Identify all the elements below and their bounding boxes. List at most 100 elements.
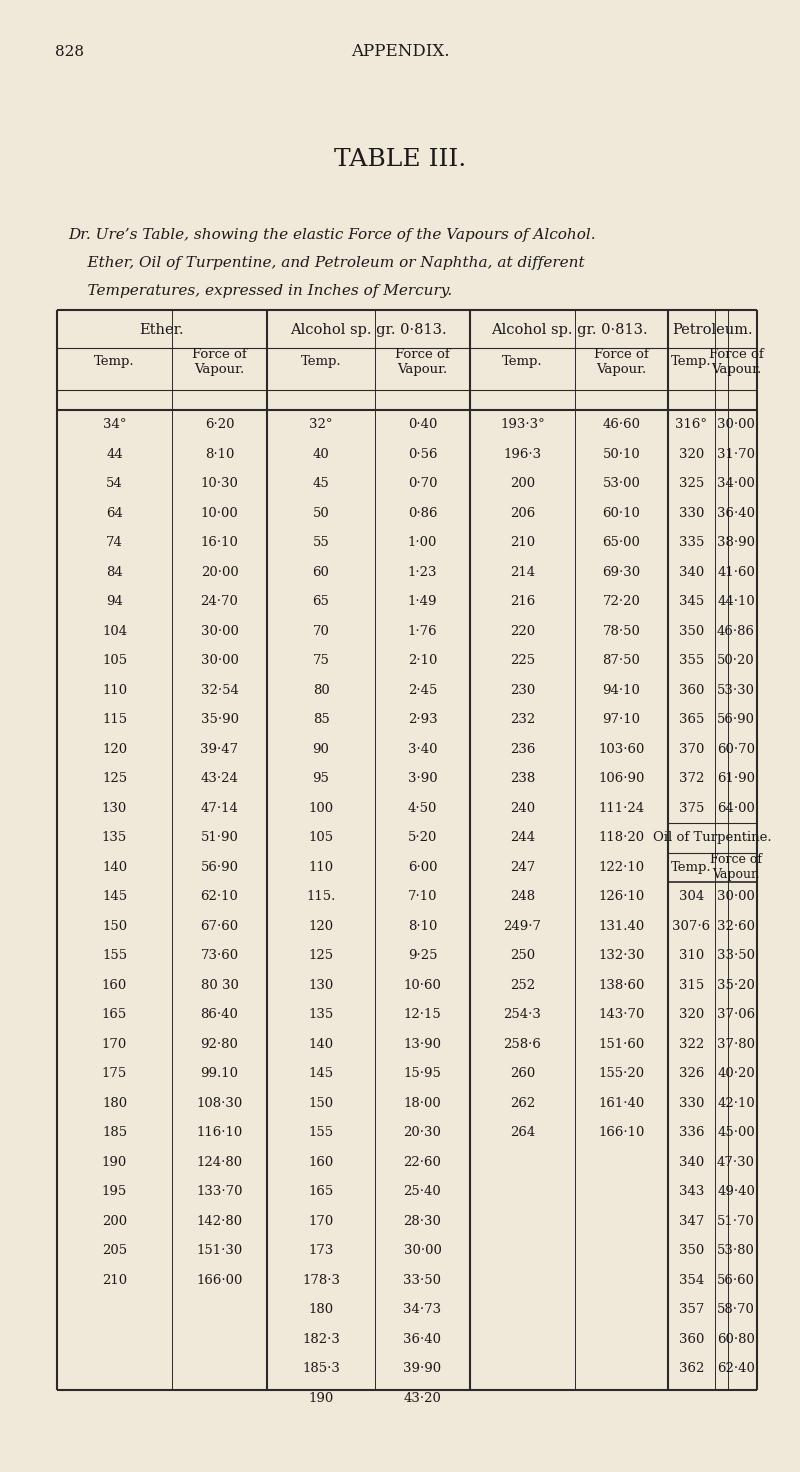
- Text: 193·3°: 193·3°: [500, 418, 545, 431]
- Text: 350: 350: [679, 1244, 704, 1257]
- Text: 8·10: 8·10: [205, 447, 234, 461]
- Text: 64·00: 64·00: [717, 802, 755, 814]
- Text: 20·00: 20·00: [201, 565, 238, 578]
- Text: 10·00: 10·00: [201, 506, 238, 520]
- Text: 180: 180: [102, 1097, 127, 1110]
- Text: APPENDIX.: APPENDIX.: [350, 44, 450, 60]
- Text: Temp.: Temp.: [671, 861, 712, 874]
- Text: 365: 365: [679, 714, 704, 726]
- Text: 46·86: 46·86: [717, 624, 755, 637]
- Text: 320: 320: [679, 1008, 704, 1022]
- Text: 370: 370: [679, 743, 704, 755]
- Text: 175: 175: [102, 1067, 127, 1080]
- Text: 150: 150: [102, 920, 127, 933]
- Text: 232: 232: [510, 714, 535, 726]
- Text: 258·6: 258·6: [503, 1038, 542, 1051]
- Text: 1·49: 1·49: [408, 595, 438, 608]
- Text: 41·60: 41·60: [717, 565, 755, 578]
- Text: 326: 326: [679, 1067, 704, 1080]
- Text: 39·47: 39·47: [201, 743, 238, 755]
- Text: 360: 360: [679, 1332, 704, 1345]
- Text: 95: 95: [313, 773, 330, 785]
- Text: 105: 105: [309, 832, 334, 845]
- Text: 97·10: 97·10: [602, 714, 641, 726]
- Text: 166·00: 166·00: [196, 1273, 242, 1287]
- Text: 130: 130: [102, 802, 127, 814]
- Text: 170: 170: [102, 1038, 127, 1051]
- Text: 190: 190: [102, 1156, 127, 1169]
- Text: 30·00: 30·00: [201, 624, 238, 637]
- Text: 7·10: 7·10: [408, 891, 438, 904]
- Text: 28·30: 28·30: [403, 1214, 442, 1228]
- Text: 33·50: 33·50: [717, 949, 755, 963]
- Text: 30·00: 30·00: [201, 654, 238, 667]
- Text: 20·30: 20·30: [403, 1126, 442, 1139]
- Text: 74: 74: [106, 536, 123, 549]
- Text: 15·95: 15·95: [403, 1067, 442, 1080]
- Text: Temperatures, expressed in Inches of Mercury.: Temperatures, expressed in Inches of Mer…: [68, 284, 452, 297]
- Text: Oil of Turpentine.: Oil of Turpentine.: [653, 832, 772, 845]
- Text: 151·30: 151·30: [196, 1244, 242, 1257]
- Text: 2·45: 2·45: [408, 684, 437, 696]
- Text: 315: 315: [679, 979, 704, 992]
- Text: Temp.: Temp.: [671, 356, 712, 368]
- Text: 72·20: 72·20: [602, 595, 641, 608]
- Text: 325: 325: [679, 477, 704, 490]
- Text: 354: 354: [679, 1273, 704, 1287]
- Text: 47·30: 47·30: [717, 1156, 755, 1169]
- Text: 195: 195: [102, 1185, 127, 1198]
- Text: 110: 110: [102, 684, 127, 696]
- Text: 47·14: 47·14: [201, 802, 238, 814]
- Text: 24·70: 24·70: [201, 595, 238, 608]
- Text: 62·40: 62·40: [717, 1362, 755, 1375]
- Text: 31·70: 31·70: [717, 447, 755, 461]
- Text: 36·40: 36·40: [717, 506, 755, 520]
- Text: 111·24: 111·24: [598, 802, 645, 814]
- Text: Dr. Ure’s Table, showing the elastic Force of the Vapours of Alcohol.: Dr. Ure’s Table, showing the elastic For…: [68, 228, 596, 241]
- Text: 2·10: 2·10: [408, 654, 437, 667]
- Text: Alcohol sp. gr. 0·813.: Alcohol sp. gr. 0·813.: [490, 322, 647, 337]
- Text: 260: 260: [510, 1067, 535, 1080]
- Text: 150: 150: [309, 1097, 334, 1110]
- Text: 143·70: 143·70: [598, 1008, 645, 1022]
- Text: 362: 362: [679, 1362, 704, 1375]
- Text: 160: 160: [102, 979, 127, 992]
- Text: 110: 110: [309, 861, 334, 874]
- Text: 320: 320: [679, 447, 704, 461]
- Text: 84: 84: [106, 565, 123, 578]
- Text: 40: 40: [313, 447, 330, 461]
- Text: 38·90: 38·90: [717, 536, 755, 549]
- Text: 160: 160: [308, 1156, 334, 1169]
- Text: 64: 64: [106, 506, 123, 520]
- Text: 355: 355: [679, 654, 704, 667]
- Text: Force of
Vapour.: Force of Vapour.: [395, 347, 450, 375]
- Text: 138·60: 138·60: [598, 979, 645, 992]
- Text: 56·90: 56·90: [717, 714, 755, 726]
- Text: 165: 165: [308, 1185, 334, 1198]
- Text: 40·20: 40·20: [717, 1067, 755, 1080]
- Text: 115: 115: [102, 714, 127, 726]
- Text: 330: 330: [679, 1097, 704, 1110]
- Text: 347: 347: [679, 1214, 704, 1228]
- Text: 67·60: 67·60: [201, 920, 238, 933]
- Text: 43·24: 43·24: [201, 773, 238, 785]
- Text: 6·20: 6·20: [205, 418, 234, 431]
- Text: 190: 190: [308, 1391, 334, 1404]
- Text: 357: 357: [679, 1303, 704, 1316]
- Text: 36·40: 36·40: [403, 1332, 442, 1345]
- Text: 142·80: 142·80: [197, 1214, 242, 1228]
- Text: 105: 105: [102, 654, 127, 667]
- Text: 244: 244: [510, 832, 535, 845]
- Text: 60·70: 60·70: [717, 743, 755, 755]
- Text: 92·80: 92·80: [201, 1038, 238, 1051]
- Text: 216: 216: [510, 595, 535, 608]
- Text: 25·40: 25·40: [404, 1185, 442, 1198]
- Text: 6·00: 6·00: [408, 861, 438, 874]
- Text: 210: 210: [510, 536, 535, 549]
- Text: 65·00: 65·00: [602, 536, 641, 549]
- Text: 375: 375: [679, 802, 704, 814]
- Text: 250: 250: [510, 949, 535, 963]
- Text: 46·60: 46·60: [602, 418, 641, 431]
- Text: 44: 44: [106, 447, 123, 461]
- Text: 340: 340: [679, 565, 704, 578]
